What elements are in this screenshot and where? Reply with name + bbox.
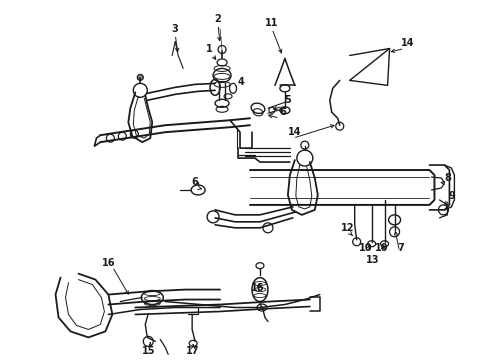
Circle shape bbox=[137, 75, 143, 80]
Text: 13: 13 bbox=[366, 255, 379, 265]
Text: 4: 4 bbox=[238, 77, 245, 87]
Text: 9: 9 bbox=[448, 191, 455, 201]
Text: 6: 6 bbox=[192, 177, 198, 187]
Text: 6: 6 bbox=[279, 107, 286, 117]
Text: 14: 14 bbox=[401, 37, 414, 48]
Text: 12: 12 bbox=[341, 223, 354, 233]
Text: 3: 3 bbox=[172, 24, 178, 33]
Text: 7: 7 bbox=[397, 243, 404, 253]
Text: 16: 16 bbox=[101, 258, 115, 268]
Text: 10: 10 bbox=[375, 243, 389, 253]
Text: 14: 14 bbox=[288, 127, 302, 137]
Text: 1: 1 bbox=[206, 44, 213, 54]
Text: 16: 16 bbox=[251, 283, 265, 293]
Text: 8: 8 bbox=[444, 173, 451, 183]
Text: 2: 2 bbox=[215, 14, 221, 24]
Text: 5: 5 bbox=[285, 95, 291, 105]
Text: 10: 10 bbox=[359, 243, 372, 253]
Text: 17: 17 bbox=[186, 346, 200, 356]
Text: 11: 11 bbox=[265, 18, 279, 28]
Text: 15: 15 bbox=[142, 346, 155, 356]
